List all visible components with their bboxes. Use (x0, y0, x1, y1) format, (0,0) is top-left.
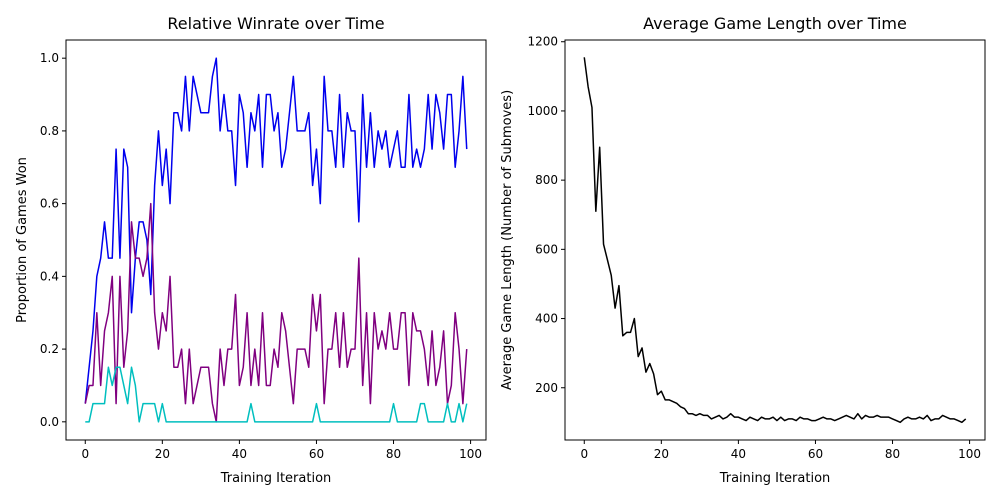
winrate-series-line-0 (84, 57, 468, 404)
game-length-y-tick-label: 1200 (527, 35, 558, 49)
game-length-y-tick-label: 400 (535, 312, 558, 326)
winrate-plot-area (84, 57, 468, 423)
game-length-x-tick-label: 0 (580, 447, 588, 461)
winrate-chart-title: Relative Winrate over Time (167, 14, 384, 33)
winrate-y-tick-label: 0.0 (40, 415, 59, 429)
game-length-y-ticks: 200 400 600 800 1000 1200 (527, 35, 565, 395)
game-length-axes-frame (564, 39, 986, 441)
winrate-x-tick-label: 0 (81, 447, 89, 461)
game-length-x-tick-label: 20 (654, 447, 669, 461)
game-length-x-tick-label: 100 (958, 447, 981, 461)
winrate-y-tick-label: 0.8 (40, 124, 59, 138)
game-length-plot-area (583, 57, 967, 424)
winrate-y-tick-label: 1.0 (40, 51, 59, 65)
game-length-x-tick-label: 60 (808, 447, 823, 461)
game-length-x-tick-label: 80 (885, 447, 900, 461)
winrate-x-axis-label: Training Iteration (220, 471, 332, 486)
winrate-x-tick-label: 40 (232, 447, 247, 461)
winrate-series-line-2 (85, 366, 468, 423)
game-length-y-tick-label: 800 (535, 173, 558, 187)
game-length-y-tick-label: 1000 (527, 104, 558, 118)
game-length-x-ticks: 0 20 40 60 80 100 (580, 440, 981, 461)
game-length-chart-title: Average Game Length over Time (643, 14, 907, 33)
winrate-x-tick-label: 80 (386, 447, 401, 461)
winrate-y-axis-label: Proportion of Games Won (15, 157, 30, 323)
game-length-series-line-0 (583, 57, 967, 424)
winrate-x-ticks: 0 20 40 60 80 100 (81, 440, 482, 461)
winrate-y-tick-label: 0.4 (40, 269, 59, 283)
game-length-chart: Average Game Length over Time 0 20 40 60 80 1… (500, 14, 986, 486)
winrate-y-tick-label: 0.6 (40, 197, 59, 211)
winrate-axes-frame (65, 39, 487, 441)
game-length-y-tick-label: 600 (535, 242, 558, 256)
winrate-chart: Relative Winrate over Time 0 20 40 60 80 100 … (15, 14, 487, 486)
winrate-y-ticks: 0.0 0.2 0.4 0.6 0.8 1.0 (40, 51, 66, 429)
game-length-y-axis-label: Average Game Length (Number of Submoves) (500, 90, 515, 390)
winrate-x-tick-label: 20 (155, 447, 170, 461)
game-length-x-axis-label: Training Iteration (719, 471, 831, 486)
game-length-x-tick-label: 40 (731, 447, 746, 461)
winrate-x-tick-label: 60 (309, 447, 324, 461)
game-length-y-tick-label: 200 (535, 381, 558, 395)
winrate-x-tick-label: 100 (459, 447, 482, 461)
winrate-series-line-1 (84, 202, 468, 423)
winrate-y-tick-label: 0.2 (40, 342, 59, 356)
